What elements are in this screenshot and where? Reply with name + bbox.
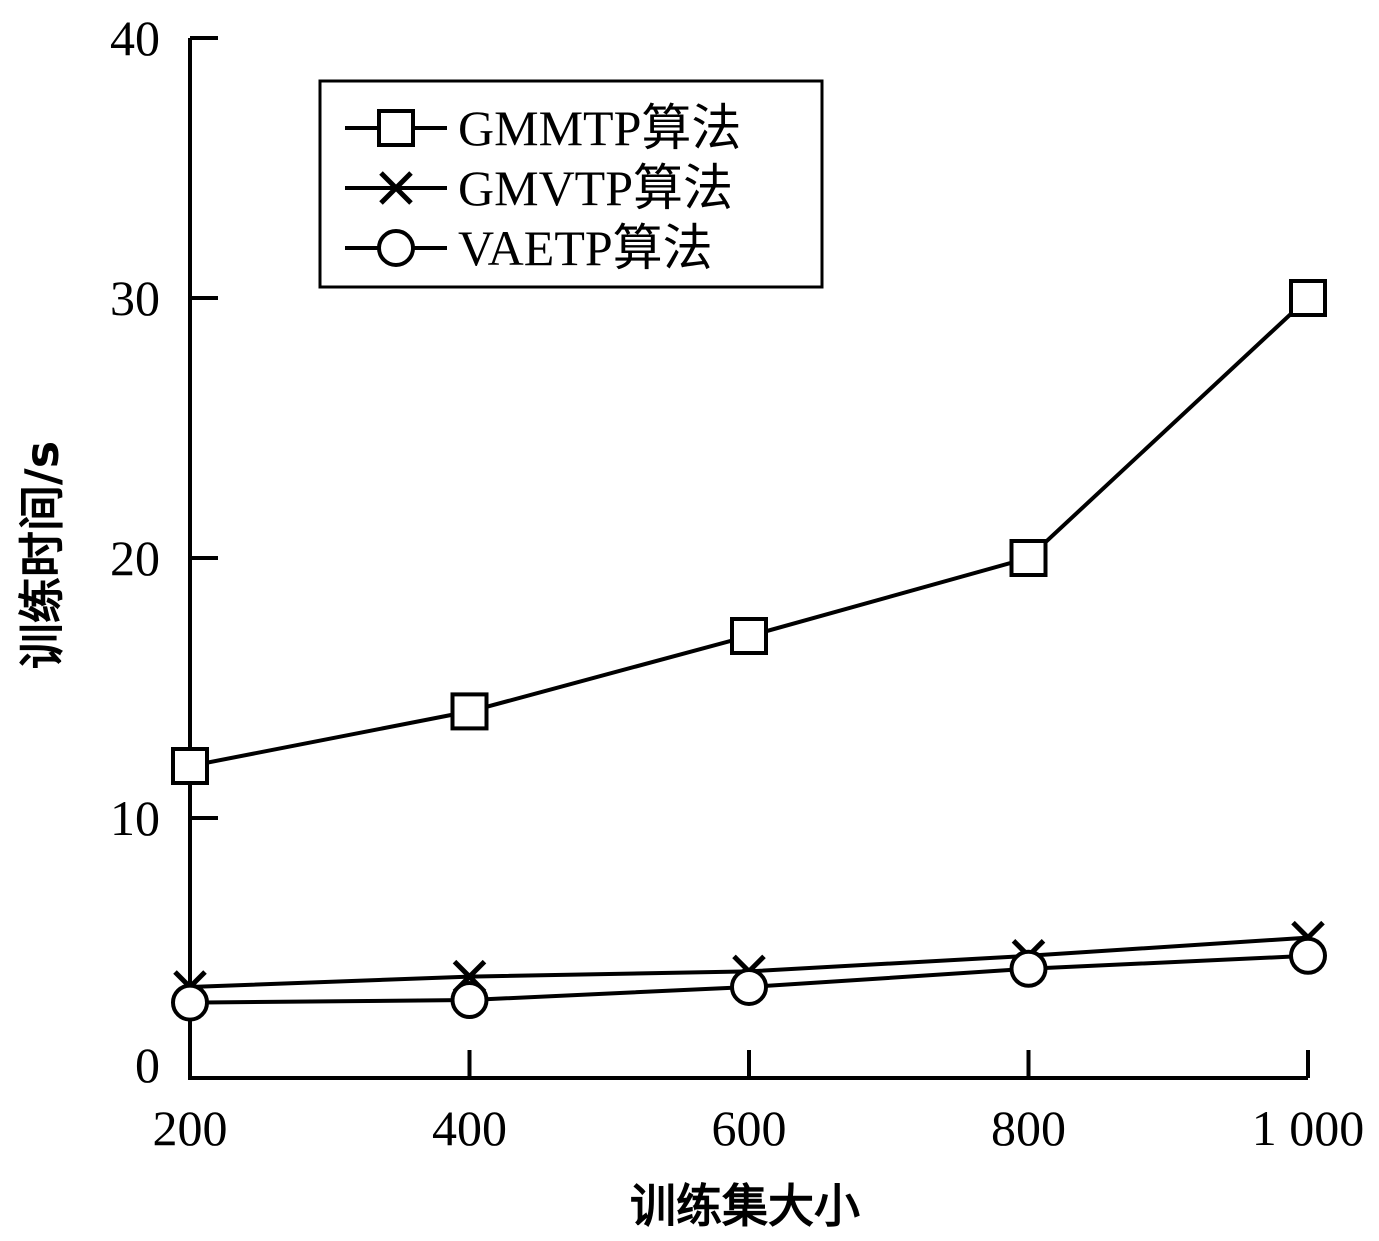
legend-label: GMVTP算法 (458, 160, 733, 216)
legend-label: VAETP算法 (458, 220, 713, 276)
x-marker-stroke (379, 171, 413, 205)
x-axis-ticks: 200 400 600 800 1 000 (153, 1050, 1365, 1156)
square-marker (450, 692, 489, 731)
circle-marker (1009, 949, 1048, 988)
y-tick-label: 10 (110, 790, 160, 846)
square-marker (1289, 279, 1327, 317)
square-marker (730, 617, 768, 655)
x-tick-label: 600 (712, 1100, 787, 1156)
y-axis-ticks: 0 10 20 30 40 (110, 10, 218, 1093)
circle-marker (1289, 936, 1327, 975)
legend-item: GMVTP算法 (345, 160, 733, 216)
y-tick-label: 0 (135, 1037, 160, 1093)
x-tick-label: 1 000 (1252, 1100, 1365, 1156)
square-marker (1009, 539, 1048, 577)
series-circle (171, 936, 1327, 1022)
series-layer (171, 279, 1327, 1022)
circle-marker (171, 983, 209, 1022)
circle-marker (377, 229, 415, 267)
y-axis-title: 训练时间/s (15, 441, 69, 669)
x-tick-label: 800 (991, 1100, 1066, 1156)
legend-label: GMMTP算法 (458, 100, 741, 156)
x-axis-title: 训练集大小 (630, 1179, 860, 1233)
series-square (171, 279, 1327, 785)
x-tick-label: 200 (153, 1100, 228, 1156)
square-marker (377, 109, 415, 147)
y-tick-label: 30 (110, 270, 160, 326)
square-marker (171, 747, 209, 785)
circle-marker (450, 981, 489, 1019)
x-tick-label: 400 (432, 1100, 507, 1156)
series-line (189, 296, 1310, 768)
legend-item: VAETP算法 (345, 220, 713, 276)
y-tick-label: 20 (110, 530, 160, 586)
y-tick-label: 40 (110, 10, 160, 66)
legend-item: GMMTP算法 (345, 100, 741, 156)
circle-marker (730, 968, 768, 1006)
x-marker (379, 171, 413, 205)
